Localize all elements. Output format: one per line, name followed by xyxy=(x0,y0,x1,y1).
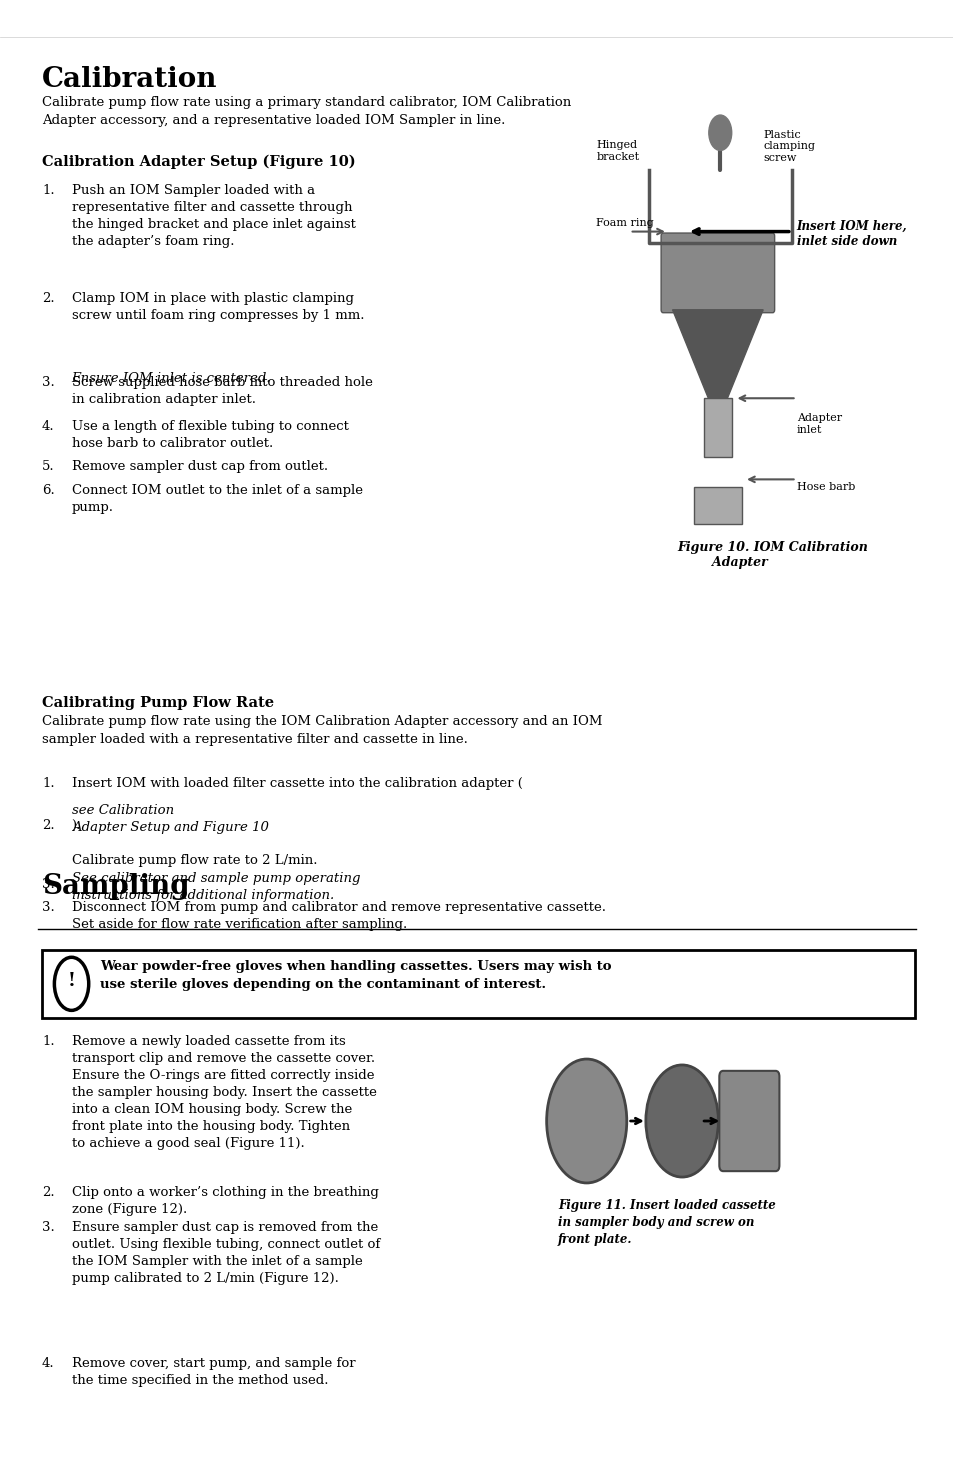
Text: !: ! xyxy=(68,972,75,990)
Text: Hinged
bracket: Hinged bracket xyxy=(596,140,639,162)
Text: Clip onto a worker’s clothing in the breathing
zone (Figure 12).: Clip onto a worker’s clothing in the bre… xyxy=(71,1186,378,1215)
Text: Push an IOM Sampler loaded with a
representative filter and cassette through
the: Push an IOM Sampler loaded with a repres… xyxy=(71,184,355,248)
Text: 2.: 2. xyxy=(42,819,54,832)
FancyBboxPatch shape xyxy=(660,233,774,313)
Text: 5.: 5. xyxy=(42,460,54,473)
Text: 3.: 3. xyxy=(42,901,54,914)
Text: Sampling: Sampling xyxy=(42,873,190,900)
Text: Clamp IOM in place with plastic clamping
screw until foam ring compresses by 1 m: Clamp IOM in place with plastic clamping… xyxy=(71,292,364,339)
Circle shape xyxy=(546,1059,626,1183)
Text: 6.: 6. xyxy=(42,484,54,497)
Text: Calibrating Pump Flow Rate: Calibrating Pump Flow Rate xyxy=(42,696,274,709)
Text: 1.: 1. xyxy=(42,777,54,791)
Text: ).: ). xyxy=(71,820,81,833)
Text: Figure 10. IOM Calibration
        Adapter: Figure 10. IOM Calibration Adapter xyxy=(677,541,867,569)
Text: 1.: 1. xyxy=(42,1035,54,1049)
FancyBboxPatch shape xyxy=(42,950,914,1018)
Text: 4.: 4. xyxy=(42,1357,54,1370)
Text: Remove cover, start pump, and sample for
the time specified in the method used.: Remove cover, start pump, and sample for… xyxy=(71,1357,355,1386)
Text: Calibrate pump flow rate to 2 L/min.: Calibrate pump flow rate to 2 L/min. xyxy=(71,854,321,867)
Text: Calibrate pump flow rate using the IOM Calibration Adapter accessory and an IOM
: Calibrate pump flow rate using the IOM C… xyxy=(42,715,602,746)
Text: See calibrator and sample pump operating
instructions for additional information: See calibrator and sample pump operating… xyxy=(71,872,359,901)
FancyBboxPatch shape xyxy=(719,1071,779,1171)
Text: 3.: 3. xyxy=(42,376,54,389)
Text: Calibration: Calibration xyxy=(42,66,217,93)
Text: 2.: 2. xyxy=(42,292,54,305)
FancyBboxPatch shape xyxy=(702,398,731,457)
Text: Calibration Adapter Setup (Figure 10): Calibration Adapter Setup (Figure 10) xyxy=(42,155,355,170)
Text: Foam ring: Foam ring xyxy=(596,218,654,229)
Polygon shape xyxy=(672,310,762,398)
Text: Insert IOM here,
inlet side down: Insert IOM here, inlet side down xyxy=(796,220,906,248)
Text: Ensure IOM inlet is centered.: Ensure IOM inlet is centered. xyxy=(71,372,271,385)
Text: Figure 11. Insert loaded cassette
in sampler body and screw on
front plate.: Figure 11. Insert loaded cassette in sam… xyxy=(558,1199,775,1246)
Text: Screw supplied hose barb into threaded hole
in calibration adapter inlet.: Screw supplied hose barb into threaded h… xyxy=(71,376,372,406)
Text: Plastic
clamping
screw: Plastic clamping screw xyxy=(762,130,815,164)
Text: Hose barb: Hose barb xyxy=(796,482,854,493)
Text: Connect IOM outlet to the inlet of a sample
pump.: Connect IOM outlet to the inlet of a sam… xyxy=(71,484,362,513)
Circle shape xyxy=(645,1065,718,1177)
Text: 1.: 1. xyxy=(42,184,54,198)
Circle shape xyxy=(708,115,731,150)
FancyBboxPatch shape xyxy=(693,487,741,524)
Text: see Calibration
Adapter Setup and Figure 10: see Calibration Adapter Setup and Figure… xyxy=(71,804,268,833)
Text: Remove a newly loaded cassette from its
transport clip and remove the cassette c: Remove a newly loaded cassette from its … xyxy=(71,1035,376,1151)
Text: Use a length of flexible tubing to connect
hose barb to calibrator outlet.: Use a length of flexible tubing to conne… xyxy=(71,420,348,450)
Text: 4.: 4. xyxy=(42,420,54,434)
Text: Wear powder-free gloves when handling cassettes. Users may wish to
use sterile g: Wear powder-free gloves when handling ca… xyxy=(100,960,611,991)
Text: Remove sampler dust cap from outlet.: Remove sampler dust cap from outlet. xyxy=(71,460,327,473)
Text: Adapter
inlet: Adapter inlet xyxy=(796,413,841,435)
Text: 3.: 3. xyxy=(42,878,54,891)
Text: 3.: 3. xyxy=(42,1221,54,1235)
Text: Calibrate pump flow rate using a primary standard calibrator, IOM Calibration
Ad: Calibrate pump flow rate using a primary… xyxy=(42,96,571,127)
Text: Disconnect IOM from pump and calibrator and remove representative cassette.
Set : Disconnect IOM from pump and calibrator … xyxy=(71,901,605,931)
Text: Ensure sampler dust cap is removed from the
outlet. Using flexible tubing, conne: Ensure sampler dust cap is removed from … xyxy=(71,1221,379,1285)
Text: 2.: 2. xyxy=(42,1186,54,1199)
Text: Insert IOM with loaded filter cassette into the calibration adapter (: Insert IOM with loaded filter cassette i… xyxy=(71,777,522,791)
